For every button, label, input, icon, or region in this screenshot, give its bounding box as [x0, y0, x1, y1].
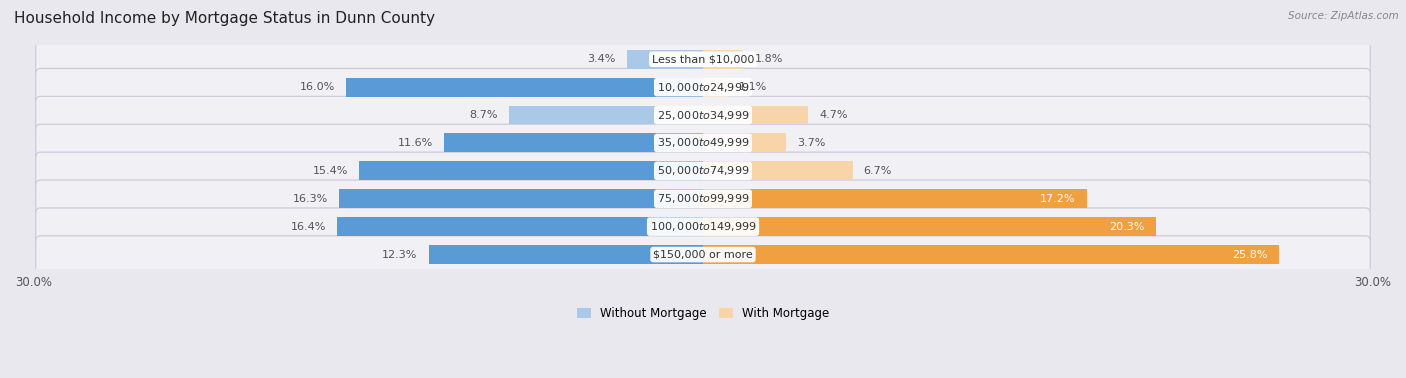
Bar: [444, 133, 703, 152]
Text: $35,000 to $49,999: $35,000 to $49,999: [657, 136, 749, 149]
Bar: [337, 217, 703, 236]
Text: 16.4%: 16.4%: [291, 222, 326, 232]
Bar: [339, 189, 703, 208]
Text: $10,000 to $24,999: $10,000 to $24,999: [657, 81, 749, 94]
FancyBboxPatch shape: [35, 236, 1371, 273]
Bar: [703, 133, 786, 152]
Bar: [703, 217, 1156, 236]
FancyBboxPatch shape: [35, 152, 1371, 189]
Bar: [703, 161, 852, 180]
Bar: [703, 189, 1087, 208]
FancyBboxPatch shape: [35, 68, 1371, 106]
Text: 25.8%: 25.8%: [1232, 249, 1268, 260]
Text: Less than $10,000: Less than $10,000: [652, 54, 754, 64]
FancyBboxPatch shape: [35, 40, 1371, 78]
Text: Household Income by Mortgage Status in Dunn County: Household Income by Mortgage Status in D…: [14, 11, 434, 26]
Bar: [360, 161, 703, 180]
Bar: [703, 245, 1279, 264]
Text: $50,000 to $74,999: $50,000 to $74,999: [657, 164, 749, 177]
Text: 16.0%: 16.0%: [299, 82, 335, 92]
Legend: Without Mortgage, With Mortgage: Without Mortgage, With Mortgage: [572, 303, 834, 325]
Text: 4.7%: 4.7%: [820, 110, 848, 120]
FancyBboxPatch shape: [35, 208, 1371, 245]
Text: 6.7%: 6.7%: [863, 166, 891, 176]
Text: $75,000 to $99,999: $75,000 to $99,999: [657, 192, 749, 205]
Text: 17.2%: 17.2%: [1040, 194, 1076, 204]
Text: 3.7%: 3.7%: [797, 138, 825, 148]
Bar: [703, 105, 808, 124]
Bar: [627, 50, 703, 69]
Text: 1.8%: 1.8%: [755, 54, 783, 64]
Text: 20.3%: 20.3%: [1109, 222, 1144, 232]
Text: $150,000 or more: $150,000 or more: [654, 249, 752, 260]
Text: 8.7%: 8.7%: [470, 110, 498, 120]
Text: Source: ZipAtlas.com: Source: ZipAtlas.com: [1288, 11, 1399, 21]
Text: 15.4%: 15.4%: [312, 166, 349, 176]
Text: 3.4%: 3.4%: [588, 54, 616, 64]
Bar: [509, 105, 703, 124]
Text: $100,000 to $149,999: $100,000 to $149,999: [650, 220, 756, 233]
Text: $25,000 to $34,999: $25,000 to $34,999: [657, 108, 749, 121]
Text: 12.3%: 12.3%: [382, 249, 418, 260]
Bar: [703, 50, 744, 69]
Bar: [429, 245, 703, 264]
FancyBboxPatch shape: [35, 180, 1371, 217]
Text: 16.3%: 16.3%: [292, 194, 328, 204]
Bar: [346, 77, 703, 97]
Bar: [703, 77, 727, 97]
FancyBboxPatch shape: [35, 96, 1371, 134]
FancyBboxPatch shape: [35, 124, 1371, 162]
Text: 11.6%: 11.6%: [398, 138, 433, 148]
Text: 1.1%: 1.1%: [738, 82, 766, 92]
